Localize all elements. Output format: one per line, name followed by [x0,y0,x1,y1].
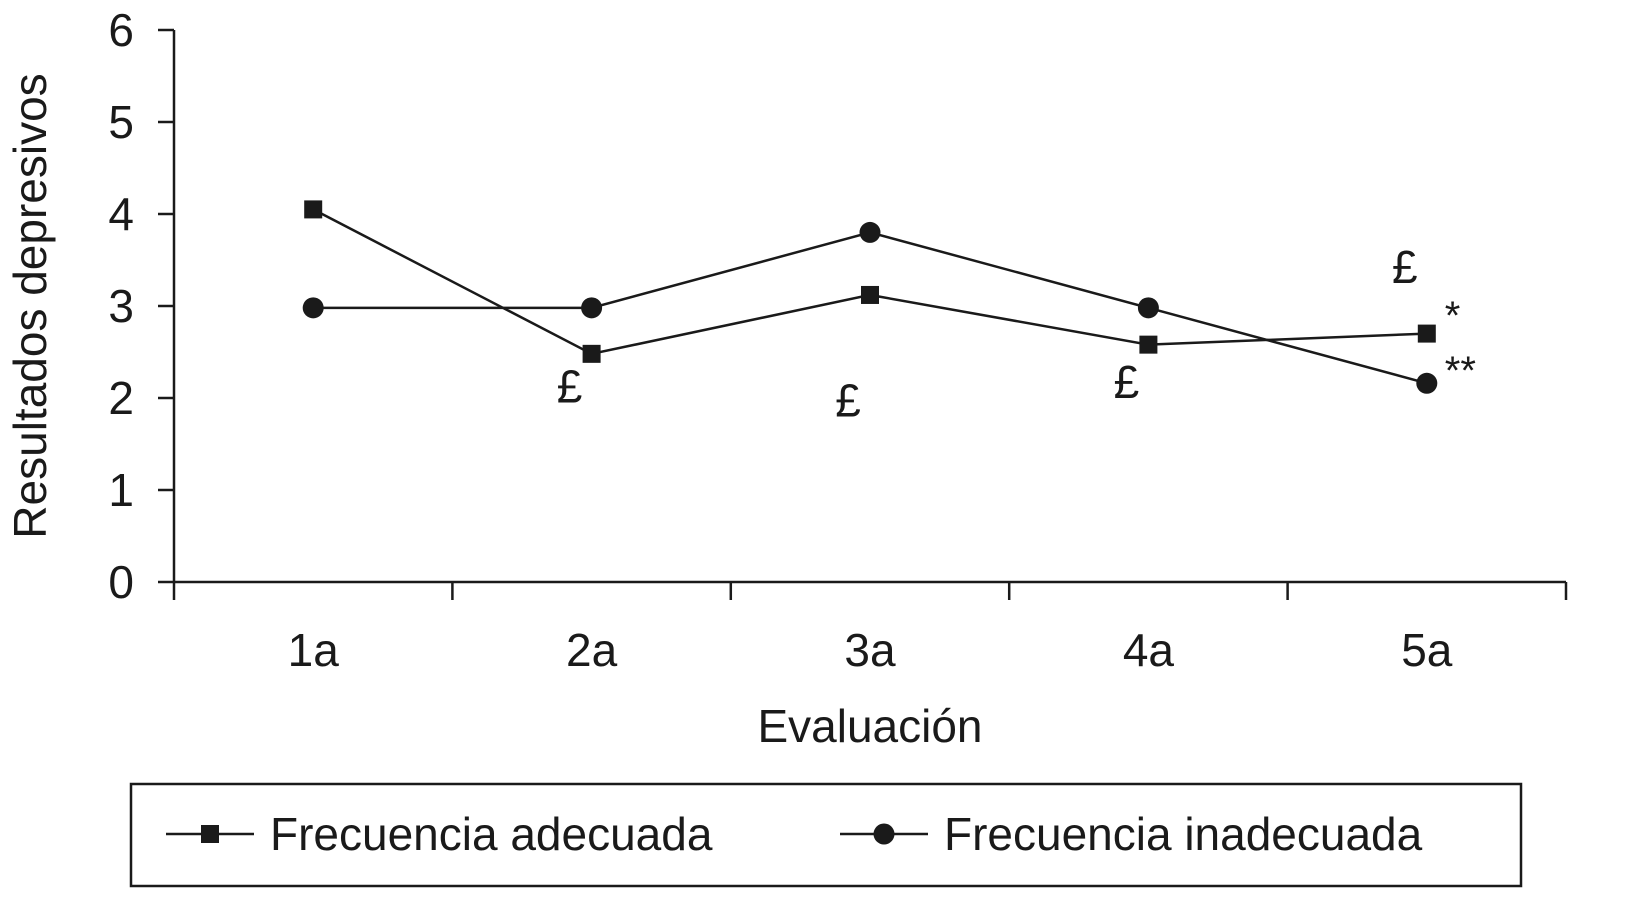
series-2 [302,221,1438,394]
series-line [313,231,1428,385]
x-tick-label: 1a [288,624,340,676]
square-marker [582,344,601,363]
x-tick-label: 5a [1401,624,1453,676]
legend-label: Frecuencia inadecuada [944,808,1423,860]
pound-annotation: £ [1114,356,1140,408]
x-tick-label: 4a [1123,624,1175,676]
y-tick-label: 5 [108,96,134,148]
circle-marker [302,297,324,319]
y-tick-label: 3 [108,280,134,332]
y-tick-label: 2 [108,372,134,424]
circle-marker [581,297,603,319]
y-tick-label: 1 [108,464,134,516]
x-tick-label: 2a [566,624,618,676]
circle-marker [1137,297,1159,319]
square-marker [861,285,879,304]
circle-marker [1416,372,1438,394]
legend-circle-marker [873,823,895,845]
significance-star: * [1445,294,1461,338]
y-axis-title: Resultados depresivos [4,73,56,538]
circle-marker [859,221,881,243]
square-marker [304,200,323,219]
annotation-layer: £ £ ££*** [557,241,1476,426]
axes: 0 1 2 3 4 5 6 1a 2a 3a 4a 5a [108,4,1568,676]
legend-square-marker [201,825,219,843]
x-axis-title: Evaluación [757,700,982,752]
square-marker [1417,324,1436,343]
significance-star: ** [1445,349,1476,393]
pound-annotation: £ [835,374,861,426]
y-tick-label: 6 [108,4,134,56]
legend: Frecuencia adecuada Frecuencia inadecuada [129,782,1523,888]
x-tick-label: 3a [844,624,896,676]
series-1 [304,200,1436,363]
legend-label: Frecuencia adecuada [270,808,713,860]
y-tick-label: 0 [108,556,134,608]
y-tick-label: 4 [108,188,134,240]
series-layer [302,200,1438,394]
pound-annotation: £ [557,361,583,413]
legend-box [129,782,1523,888]
pound-annotation: £ [1392,241,1418,293]
square-marker [1139,335,1158,354]
